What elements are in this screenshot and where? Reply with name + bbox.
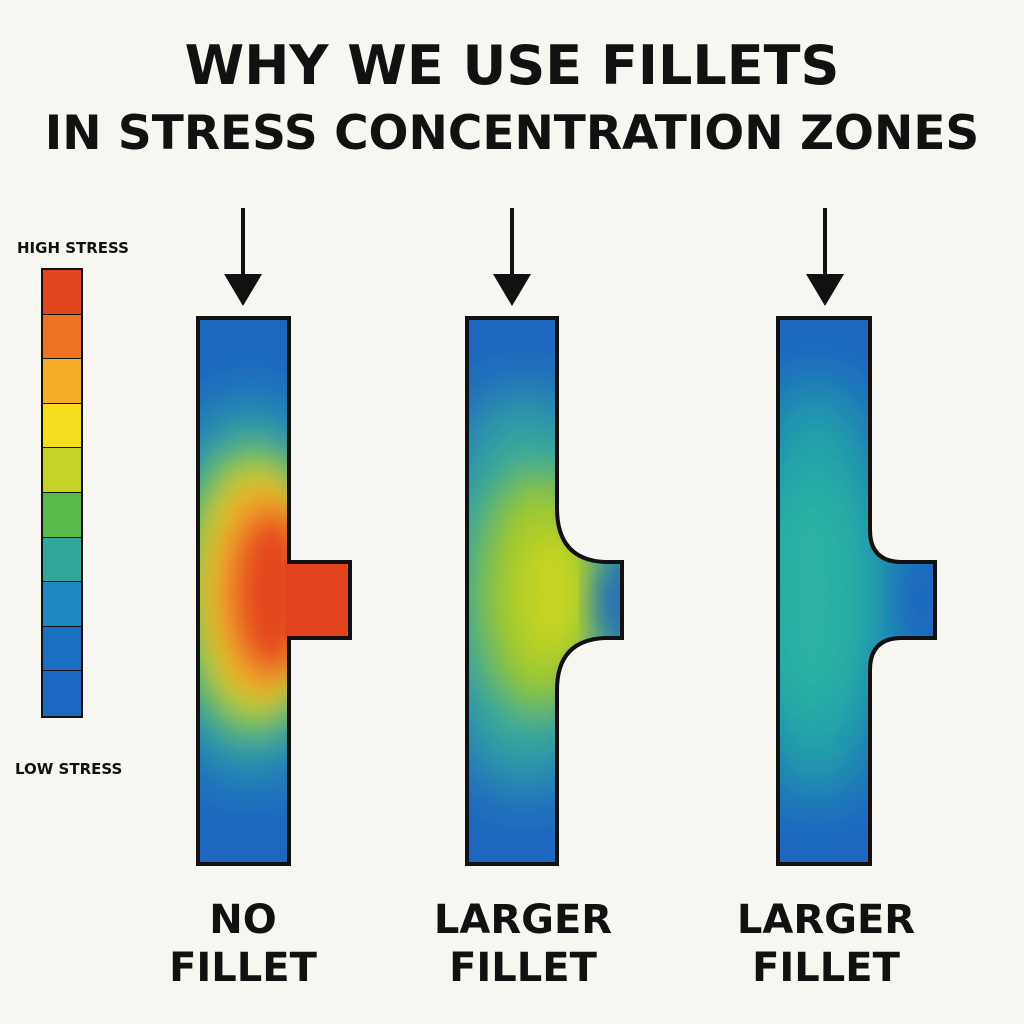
panel-label-line-1: LARGER xyxy=(433,897,613,943)
panel-label-larger-fillet: LARGER FILLET xyxy=(393,896,653,992)
legend-swatch xyxy=(43,448,81,493)
load-arrow xyxy=(224,208,262,306)
legend-swatch xyxy=(43,671,81,716)
legend-swatch xyxy=(43,582,81,627)
panel-label-line-2: FILLET xyxy=(752,945,900,991)
legend-swatch xyxy=(43,359,81,404)
legend-swatch xyxy=(43,492,81,538)
part-larger-fillet xyxy=(465,316,624,866)
panel-label-no-fillet: NO FILLET xyxy=(113,896,373,992)
panel-label-line-2: FILLET xyxy=(169,945,317,991)
panel-label-line-1: NO xyxy=(209,897,277,943)
panel-label-line-2: FILLET xyxy=(449,945,597,991)
legend-swatch xyxy=(43,626,81,672)
stress-legend-bar xyxy=(41,268,83,718)
title-line-2: IN STRESS CONCENTRATION ZONES xyxy=(44,106,980,161)
load-arrow xyxy=(493,208,531,306)
title-line-1: WHY WE USE FILLETS xyxy=(184,34,840,97)
legend-low-label: LOW STRESS xyxy=(15,760,123,778)
panel-label-line-1: LARGER xyxy=(736,897,916,943)
legend-swatch xyxy=(43,314,81,360)
legend-high-label: HIGH STRESS xyxy=(17,239,129,257)
part-no-fillet xyxy=(196,316,352,866)
legend-swatch xyxy=(43,537,81,583)
legend-swatch xyxy=(43,403,81,449)
panel-label-larger-fillet: LARGER FILLET xyxy=(696,896,956,992)
part-larger-fillet xyxy=(776,316,937,866)
load-arrow xyxy=(806,208,844,306)
legend-swatch xyxy=(43,270,81,315)
